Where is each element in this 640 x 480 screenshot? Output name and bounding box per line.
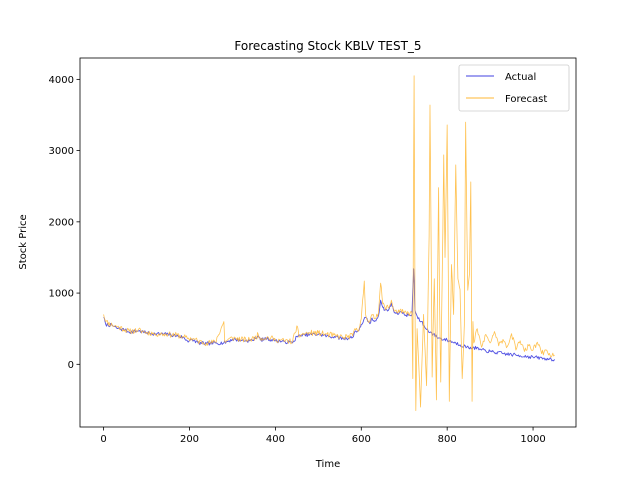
y-tick-label: 0 bbox=[68, 360, 74, 371]
y-tick-label: 3000 bbox=[49, 146, 74, 157]
chart-title: Forecasting Stock KBLV TEST_5 bbox=[234, 39, 421, 53]
x-tick-label: 800 bbox=[438, 434, 457, 445]
y-axis-label: Stock Price bbox=[18, 214, 29, 269]
x-tick-label: 0 bbox=[100, 434, 106, 445]
y-tick-label: 4000 bbox=[49, 75, 74, 86]
y-axis: 0 1000 2000 3000 4000 bbox=[49, 75, 80, 371]
x-tick-label: 200 bbox=[180, 434, 199, 445]
legend-label-forecast: Forecast bbox=[505, 94, 547, 105]
x-axis-label: Time bbox=[315, 459, 340, 470]
legend: Actual Forecast bbox=[458, 64, 570, 112]
series-layer bbox=[103, 75, 555, 412]
legend-label-actual: Actual bbox=[505, 72, 536, 83]
x-axis: 0 200 400 600 800 1000 bbox=[100, 427, 546, 445]
x-tick-label: 400 bbox=[266, 434, 285, 445]
y-tick-label: 2000 bbox=[49, 217, 74, 228]
x-tick-label: 600 bbox=[352, 434, 371, 445]
series-line-forecast bbox=[103, 75, 555, 412]
x-tick-label: 1000 bbox=[520, 434, 545, 445]
plot-frame bbox=[79, 57, 577, 428]
y-tick-label: 1000 bbox=[49, 289, 74, 300]
